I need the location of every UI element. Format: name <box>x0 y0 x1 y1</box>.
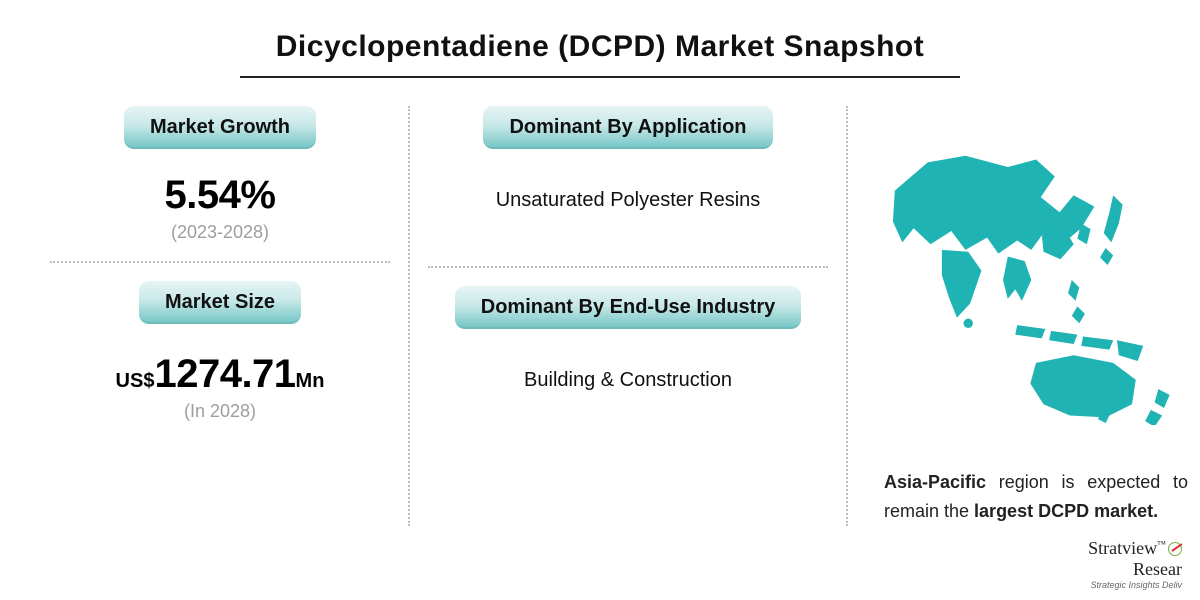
brand-line2: Resear <box>1088 559 1182 580</box>
tm-icon: ™ <box>1157 539 1166 549</box>
left-column: Market Growth 5.54% (2023-2028) Market S… <box>50 106 390 526</box>
caption-region: Asia-Pacific <box>884 472 986 492</box>
left-divider <box>50 261 390 263</box>
market-size-currency: US$ <box>116 370 155 392</box>
dominant-application-label: Dominant By Application <box>483 106 772 149</box>
market-size-label: Market Size <box>139 281 301 324</box>
market-growth-period: (2023-2028) <box>50 222 390 243</box>
page-title: Dicyclopentadiene (DCPD) Market Snapshot <box>50 30 1150 64</box>
market-growth-label: Market Growth <box>124 106 316 149</box>
map-svg <box>876 135 1196 425</box>
magnifier-icon <box>1168 542 1182 556</box>
dominant-enduse-value: Building & Construction <box>428 369 828 392</box>
mid-divider <box>428 266 828 268</box>
brand-line1: Stratview™ <box>1088 538 1182 559</box>
brand-tagline: Strategic Insights Deliv <box>1088 580 1182 590</box>
middle-column: Dominant By Application Unsaturated Poly… <box>428 106 828 526</box>
dominant-application-value: Unsaturated Polyester Resins <box>428 189 828 212</box>
asia-pacific-map <box>876 106 1196 454</box>
market-size-value-line: US$1274.71Mn <box>50 352 390 397</box>
market-growth-block: Market Growth 5.54% (2023-2028) <box>50 106 390 243</box>
snapshot-page: Dicyclopentadiene (DCPD) Market Snapshot… <box>0 0 1200 600</box>
market-size-period: (In 2028) <box>50 401 390 422</box>
dominant-enduse-label: Dominant By End-Use Industry <box>455 286 801 329</box>
dominant-enduse-block: Dominant By End-Use Industry Building & … <box>428 286 828 392</box>
market-size-value: 1274.71 <box>154 352 295 396</box>
brand-text-1: Stratview <box>1088 538 1157 558</box>
content-columns: Market Growth 5.54% (2023-2028) Market S… <box>50 106 1150 526</box>
dominant-application-block: Dominant By Application Unsaturated Poly… <box>428 106 828 212</box>
market-size-block: Market Size US$1274.71Mn (In 2028) <box>50 281 390 422</box>
divider-2 <box>846 106 848 526</box>
title-underline <box>240 76 960 78</box>
caption-bold: largest DCPD market. <box>974 501 1158 521</box>
brand-logo: Stratview™ Resear Strategic Insights Del… <box>1088 538 1182 590</box>
market-size-unit: Mn <box>296 370 325 392</box>
map-shapes <box>893 156 1170 425</box>
region-caption: Asia-Pacific region is expected to remai… <box>876 468 1196 526</box>
right-column: Asia-Pacific region is expected to remai… <box>866 106 1196 526</box>
divider-1 <box>408 106 410 526</box>
market-growth-value: 5.54% <box>50 173 390 218</box>
